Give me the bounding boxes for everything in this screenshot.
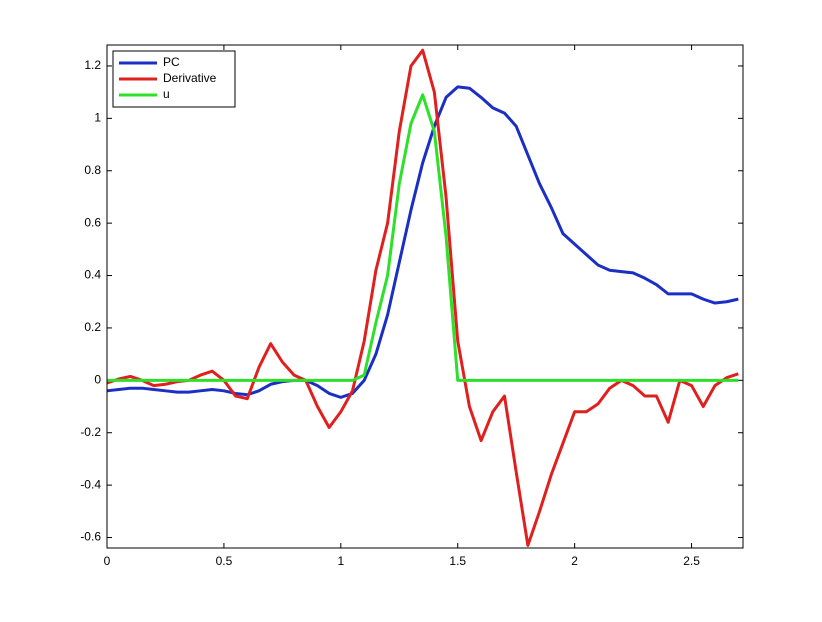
y-tick-label: -0.2 <box>80 425 101 439</box>
y-tick-label: 1.2 <box>84 58 101 72</box>
y-tick-label: 0.8 <box>84 163 101 177</box>
x-tick-label: 0.5 <box>216 554 233 568</box>
y-tick-label: 0.6 <box>84 215 101 229</box>
x-tick-label: 1.5 <box>449 554 466 568</box>
y-tick-label: 1 <box>94 111 101 125</box>
axes-box <box>106 44 744 549</box>
legend-label: Derivative <box>163 71 217 85</box>
x-tick-label: 0 <box>104 554 111 568</box>
y-tick-label: -0.4 <box>80 477 101 491</box>
x-tick-label: 1 <box>337 554 344 568</box>
y-tick-label: 0 <box>94 373 101 387</box>
x-tick-label: 2 <box>571 554 578 568</box>
y-tick-label: 0.4 <box>84 268 101 282</box>
y-tick-label: -0.6 <box>80 530 101 544</box>
y-tick-label: 0.2 <box>84 320 101 334</box>
series-line <box>106 48 739 547</box>
x-tick-label: 2.5 <box>683 554 700 568</box>
plot-area <box>107 45 743 548</box>
series-line <box>107 93 739 382</box>
series-line <box>106 85 739 399</box>
legend-label: PC <box>163 55 180 69</box>
legend-label: u <box>163 87 170 101</box>
